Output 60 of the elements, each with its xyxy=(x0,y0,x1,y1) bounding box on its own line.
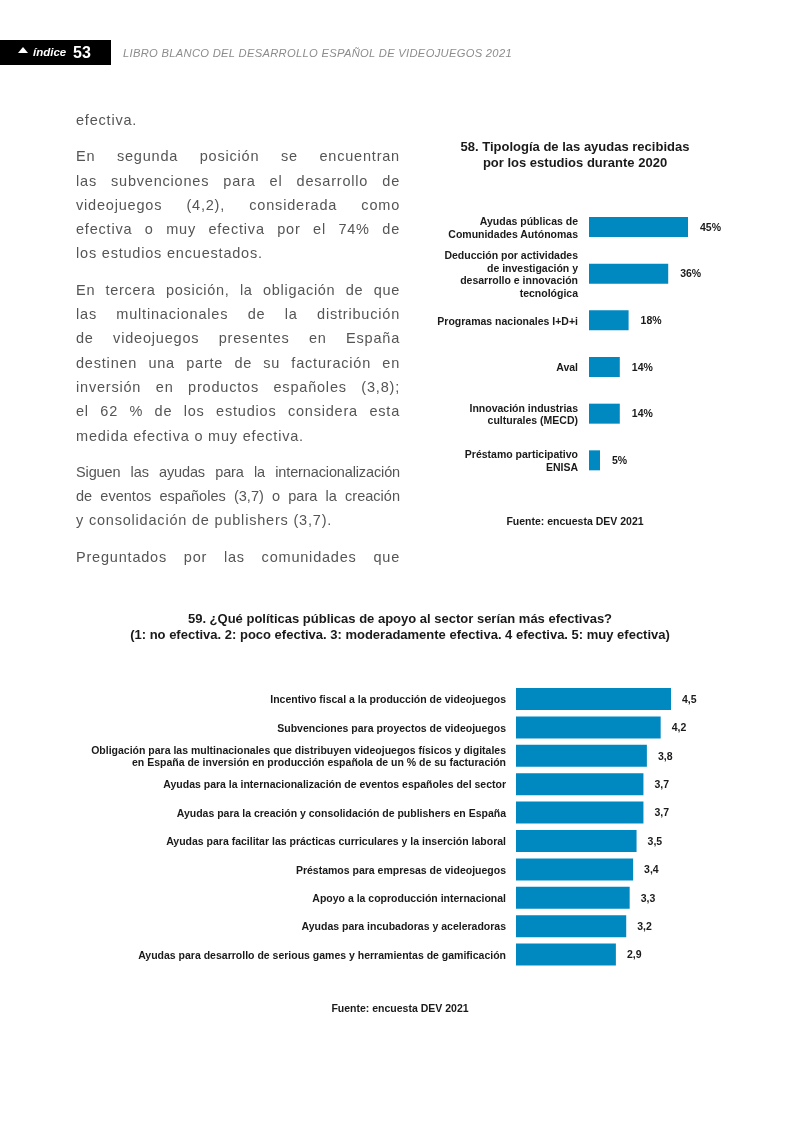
bar xyxy=(516,744,647,767)
y-tick-label: Obligación para las multinacionales que distribuyen videojuegos físicos y digitales en España de inversión en producción española de un % de su facturación xyxy=(91,743,507,769)
y-tick-label: Préstamo participativo ENISA xyxy=(464,448,579,473)
data-label: 14% xyxy=(631,407,654,420)
text: 53 xyxy=(73,44,91,61)
bar xyxy=(589,263,669,284)
y-tick-label: Aval xyxy=(556,361,579,374)
bar xyxy=(516,943,616,966)
y-tick-label: Ayudas para desarrollo de serious games y herramientas de gamificación xyxy=(138,948,506,961)
data-label: 4,2 xyxy=(671,721,687,734)
y-tick-label: Deducción por actividades de investigación y desarrollo e innovación tecnológica xyxy=(444,249,579,299)
data-label: 3,3 xyxy=(640,891,656,904)
text: En segunda posición se encuentran las subvenciones para el desarrollo de videojuegos (4,2), considerada como efectiva o muy efectiva por el 74% de los estudios encuestados. xyxy=(76,147,400,264)
source-note: Fuente: encuesta DEV 2021 xyxy=(330,1002,470,1015)
bar xyxy=(516,688,671,710)
data-label: 4,5 xyxy=(682,692,697,705)
data-label: 36% xyxy=(680,267,702,280)
y-tick-label: Programas nacionales I+D+i xyxy=(437,314,579,327)
bar xyxy=(516,773,644,796)
text: En tercera posición, la obligación de que las multinacionales de la distribución de videojuegos presentes en España destinen una parte de su facturación en inversión en productos españoles (3,8); el 62 % de los estudios considera esta medida efectiva o muy efectiva. xyxy=(76,280,400,446)
data-label: 3,8 xyxy=(657,749,673,762)
data-label: 2,9 xyxy=(626,948,642,961)
data-label: 5% xyxy=(612,454,628,467)
data-label: 3,2 xyxy=(637,919,652,932)
y-tick-label: Ayudas para incubadoras y aceleradoras xyxy=(301,920,507,933)
bar xyxy=(589,357,620,377)
data-label: 3,4 xyxy=(644,863,659,876)
y-tick-label: Ayudas públicas de Comunidades Autónomas xyxy=(448,215,579,240)
text: LIBRO BLANCO DEL DESARROLLO ESPAÑOL DE VIDEOJUEGOS 2021 xyxy=(123,47,512,60)
text: efectiva. xyxy=(76,111,139,130)
bar xyxy=(516,915,627,938)
data-label: 18% xyxy=(640,314,663,327)
source-note: Fuente: encuesta DEV 2021 xyxy=(505,515,645,528)
bar xyxy=(516,801,644,824)
bar xyxy=(589,217,688,237)
y-tick-label: Préstamos para empresas de videojuegos xyxy=(295,863,507,876)
text: índice xyxy=(33,46,67,58)
bar xyxy=(516,858,634,881)
bar xyxy=(516,716,661,739)
data-label: 3,5 xyxy=(647,834,663,847)
bar xyxy=(589,403,620,424)
y-tick-label: Ayudas para la creación y consolidación de publishers en España xyxy=(176,806,507,819)
text: Preguntados por las comunidades que xyxy=(76,547,400,567)
data-label: 3,7 xyxy=(654,777,670,790)
y-tick-label: Subvenciones para proyectos de videojuegos xyxy=(277,721,507,734)
text: 59. ¿Qué políticas públicas de apoyo al sector serían más efectivas? (1: no efectiva. 2: poco efectiva. 3: moderadamente efectiva. 4 efectiva. 5: muy efectiva) xyxy=(129,611,671,643)
y-tick-label: Incentivo fiscal a la producción de videojuegos xyxy=(270,693,507,706)
y-tick-label: Ayudas para facilitar las prácticas curriculares y la inserción laboral xyxy=(166,835,507,848)
y-tick-label: Apoyo a la coproducción internacional xyxy=(312,892,507,904)
bar xyxy=(589,450,600,471)
bar xyxy=(516,886,630,909)
data-label: 45% xyxy=(700,220,722,233)
bar xyxy=(589,310,629,331)
y-tick-label: Innovación industrias culturales (MECD) xyxy=(469,401,579,427)
y-tick-label: Ayudas para la internacionalización de eventos españoles del sector xyxy=(163,778,506,791)
data-label: 14% xyxy=(631,360,654,373)
text: Siguen las ayudas para la internacionalización de eventos españoles (3,7) o para la creación y consolidación de publishers (3,7). xyxy=(76,462,400,531)
data-label: 3,7 xyxy=(654,806,670,819)
chart-title: 58. Tipología de las ayudas recibidas por los estudios durante 2020 xyxy=(459,139,691,171)
bar xyxy=(516,830,637,852)
